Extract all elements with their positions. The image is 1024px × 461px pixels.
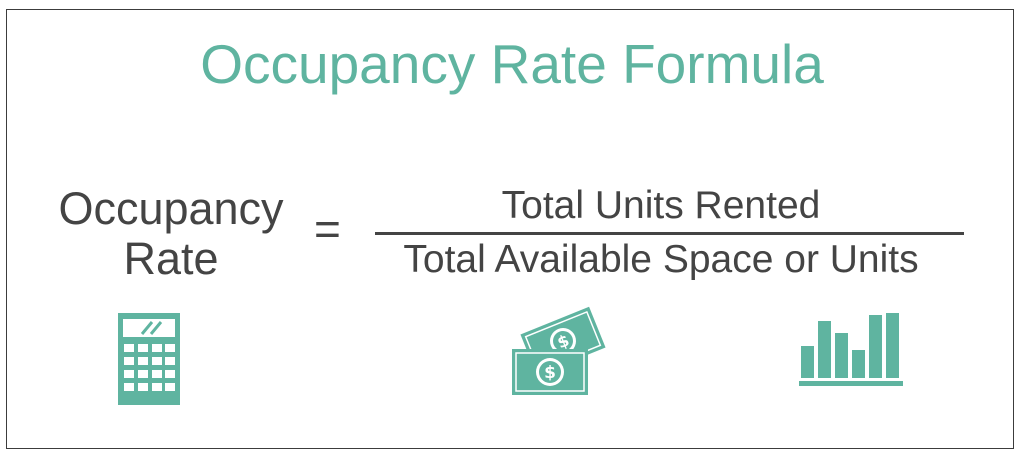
fraction-bar: [375, 232, 964, 235]
lhs-line-1: Occupancy: [58, 183, 284, 234]
formula-denominator: Total Available Space or Units: [403, 238, 919, 281]
formula-lhs: Occupancy Rate: [40, 184, 302, 284]
svg-text:$: $: [544, 363, 556, 383]
diagram-title: Occupancy Rate Formula: [200, 33, 824, 95]
money-icon: $ $: [508, 305, 606, 397]
bar-chart-icon: [799, 313, 903, 387]
lhs-line-2: Rate: [123, 233, 219, 284]
equals-sign: =: [314, 203, 341, 255]
calculator-icon: [118, 313, 180, 405]
formula-numerator: Total Units Rented: [501, 184, 821, 227]
